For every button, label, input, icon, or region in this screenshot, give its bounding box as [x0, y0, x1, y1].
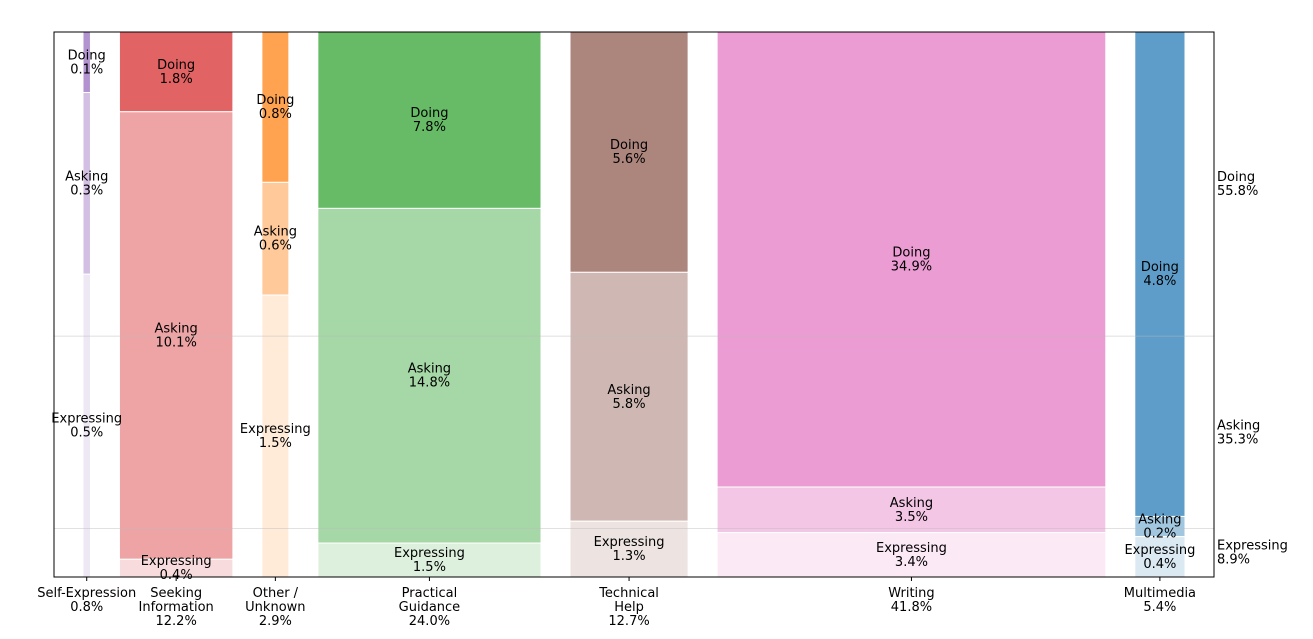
segment-label-multimedia-asking: Asking 0.2%	[1138, 513, 1181, 542]
segment-label-seeking-information-expressing: Expressing 0.4%	[141, 554, 212, 583]
segment-labels: Doing 0.1% Asking 0.3% Expressing 0.5% Doing 1.…	[51, 48, 1195, 583]
segment-label-practical-guidance-doing: Doing 7.8%	[410, 106, 448, 135]
mosaic-cell-other-unknown-expressing	[261, 294, 290, 578]
mosaic-cell-other-unknown-doing	[261, 31, 290, 183]
segment-label-writing-asking: Asking 3.5%	[890, 496, 933, 525]
mosaic-cell-practical-guidance-expressing	[317, 542, 542, 578]
segment-label-writing-expressing: Expressing 3.4%	[876, 541, 947, 570]
total-label-asking: Asking 35.3%	[1217, 418, 1260, 447]
x-tick-label-technical-help: Technical Help 12.7%	[598, 586, 659, 629]
mosaic-cell-seeking-information-doing	[118, 31, 234, 113]
mosaic-cell-seeking-information-asking	[118, 111, 234, 560]
mosaic-cell-practical-guidance-asking	[317, 207, 542, 544]
total-label-doing: Doing 55.8%	[1217, 170, 1258, 199]
segment-label-other-unknown-doing: Doing 0.8%	[256, 93, 294, 122]
segment-label-practical-guidance-expressing: Expressing 1.5%	[394, 546, 465, 575]
segment-label-writing-doing: Doing 34.9%	[891, 246, 932, 275]
mosaic-bars	[82, 31, 1186, 578]
segment-label-multimedia-expressing: Expressing 0.4%	[1124, 543, 1195, 572]
segment-label-technical-help-asking: Asking 5.8%	[607, 383, 650, 412]
x-axis-ticks: Self-Expression 0.8%Seeking Information 12.…	[37, 577, 1196, 629]
segment-label-seeking-information-asking: Asking 10.1%	[155, 322, 198, 351]
total-label-expressing: Expressing 8.9%	[1217, 539, 1288, 568]
mosaic-cell-technical-help-asking	[569, 271, 689, 522]
mosaic-cell-technical-help-expressing	[569, 520, 689, 578]
segment-label-technical-help-doing: Doing 5.6%	[610, 138, 648, 167]
total-labels: Doing 55.8% Asking 35.3% Expressing 8.9%	[1217, 170, 1288, 568]
mosaic-cell-practical-guidance-doing	[317, 31, 542, 209]
mosaic-cell-writing-expressing	[716, 532, 1107, 578]
x-tick-label-multimedia: Multimedia 5.4%	[1124, 586, 1196, 615]
segment-label-self-expression-asking: Asking 0.3%	[65, 169, 108, 198]
x-tick-label-writing: Writing 41.8%	[888, 586, 934, 615]
mosaic-cell-writing-doing	[716, 31, 1107, 488]
plot-frame	[53, 31, 1215, 578]
mosaic-cell-other-unknown-asking	[261, 181, 290, 296]
mosaic-cell-multimedia-doing	[1134, 31, 1186, 517]
segment-label-other-unknown-asking: Asking 0.6%	[254, 225, 297, 254]
x-tick-label-seeking-information: Seeking Information 12.2%	[139, 586, 214, 629]
segment-label-practical-guidance-asking: Asking 14.8%	[408, 362, 451, 391]
x-tick-label-other-unknown: Other / Unknown 2.9%	[245, 586, 305, 629]
segment-label-technical-help-expressing: Expressing 1.3%	[594, 535, 665, 564]
segment-label-seeking-information-doing: Doing 1.8%	[157, 58, 195, 87]
segment-label-multimedia-doing: Doing 4.8%	[1141, 260, 1179, 289]
segment-label-other-unknown-expressing: Expressing 1.5%	[240, 422, 311, 451]
mosaic-cell-multimedia-expressing	[1134, 536, 1186, 578]
x-tick-label-practical-guidance: Practical Guidance 24.0%	[399, 586, 461, 629]
segment-label-self-expression-expressing: Expressing 0.5%	[51, 412, 122, 441]
total-split-lines	[54, 335, 1214, 529]
x-tick-label-self-expression: Self-Expression 0.8%	[37, 586, 136, 615]
segment-label-self-expression-doing: Doing 0.1%	[68, 48, 106, 77]
